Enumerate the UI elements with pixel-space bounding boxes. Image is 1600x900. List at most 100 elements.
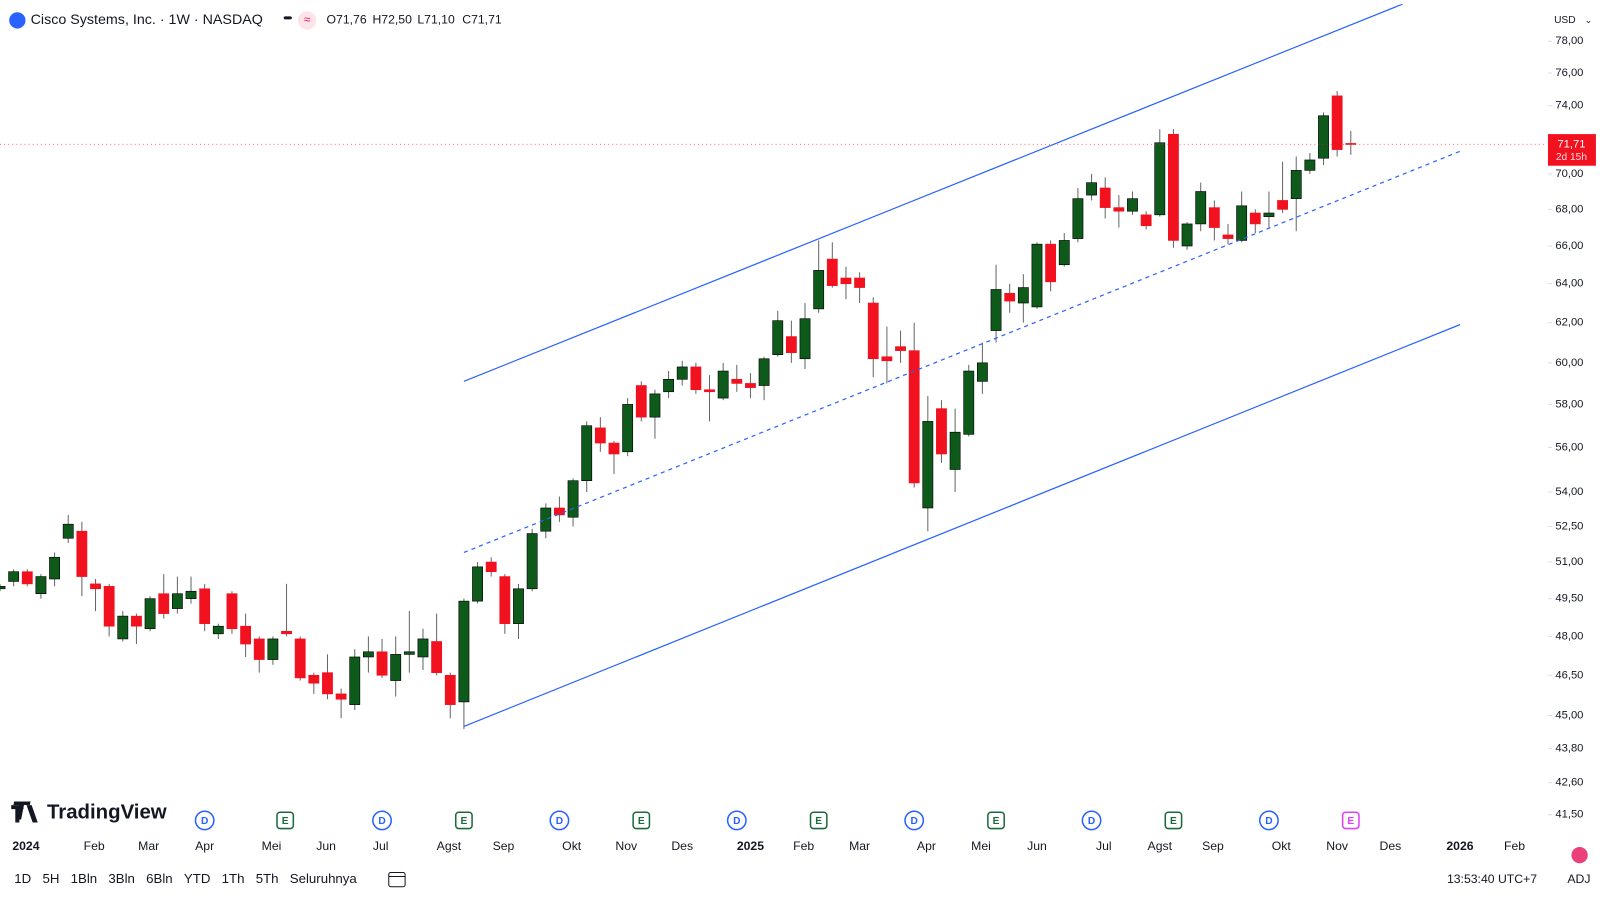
indicator-icon xyxy=(297,11,317,30)
candle-body xyxy=(840,277,852,285)
candle-body xyxy=(1290,170,1302,199)
event-label[interactable]: E xyxy=(1347,816,1354,827)
range-button[interactable]: 1D xyxy=(14,871,31,886)
brain-icon[interactable] xyxy=(1571,846,1588,864)
symbol-icon xyxy=(9,12,26,29)
event-icon xyxy=(372,810,392,831)
event-label[interactable]: D xyxy=(201,816,208,827)
y-tick-label: 62,00 xyxy=(1555,317,1583,329)
candle-body xyxy=(76,530,88,577)
candle-body xyxy=(690,366,702,390)
currency-caret[interactable]: ⌄ xyxy=(1585,15,1593,25)
candle-body xyxy=(1045,243,1057,283)
last-price-label: 71,71 xyxy=(1557,138,1585,150)
x-tick-label: Jun xyxy=(316,839,336,853)
candle-body xyxy=(103,586,115,627)
x-tick-label: Apr xyxy=(195,839,214,853)
candle-body xyxy=(1072,198,1084,239)
candle-body xyxy=(1208,207,1220,228)
event-label[interactable]: D xyxy=(733,816,740,827)
calendar-icon[interactable] xyxy=(388,871,406,888)
candle-body xyxy=(526,533,538,590)
y-tick-label: 64,00 xyxy=(1555,278,1583,290)
y-tick-label: 41,50 xyxy=(1555,809,1583,821)
event-label[interactable]: D xyxy=(1088,816,1095,827)
candle-body xyxy=(895,346,906,351)
event-label[interactable]: D xyxy=(378,816,385,827)
x-tick-label: Feb xyxy=(1504,839,1525,853)
adj-toggle[interactable]: ADJ xyxy=(1567,872,1590,886)
candle-body xyxy=(990,289,1002,331)
event-icon xyxy=(1341,811,1360,830)
candle-body xyxy=(745,383,756,388)
clock: 13:53:40 UTC+7 xyxy=(1447,872,1537,886)
candle-body xyxy=(431,641,443,673)
event-label[interactable]: E xyxy=(461,816,468,827)
y-tick-label: 51,00 xyxy=(1555,556,1583,568)
candle-body xyxy=(663,378,674,393)
candle-body xyxy=(1031,243,1043,308)
range-button[interactable]: 5H xyxy=(42,871,59,886)
channel-line xyxy=(463,4,1403,382)
candle-body xyxy=(1222,234,1234,239)
candle-body xyxy=(567,480,579,518)
candle-body xyxy=(1017,287,1029,304)
symbol-title[interactable]: Cisco Systems, Inc. · 1W · NASDAQ xyxy=(31,12,263,28)
event-label[interactable]: E xyxy=(1170,816,1177,827)
y-tick-label: 76,00 xyxy=(1555,67,1583,79)
event-label[interactable]: D xyxy=(556,816,563,827)
candle-body xyxy=(1249,212,1261,225)
event-label[interactable]: E xyxy=(638,816,645,827)
currency[interactable]: USD xyxy=(1554,15,1576,26)
event-label[interactable]: E xyxy=(282,816,289,827)
candle-body xyxy=(226,593,238,630)
range-button[interactable]: Seluruhnya xyxy=(290,871,358,886)
candle-body xyxy=(554,507,565,516)
event-icon xyxy=(904,810,925,831)
range-button[interactable]: 6Bln xyxy=(146,871,173,886)
y-tick-label: 74,00 xyxy=(1555,100,1583,112)
candle-body xyxy=(649,393,661,418)
candle-body xyxy=(936,408,947,455)
candle-body xyxy=(485,561,497,573)
range-button[interactable]: 1Bln xyxy=(71,871,98,886)
x-tick-label: Des xyxy=(1379,839,1401,853)
candle-body xyxy=(499,576,511,624)
range-button[interactable]: 1Th xyxy=(222,871,245,886)
event-label[interactable]: D xyxy=(1265,816,1272,827)
event-icon xyxy=(987,811,1005,830)
range-button[interactable]: YTD xyxy=(184,871,211,886)
candle-body xyxy=(185,590,197,599)
range-button[interactable]: 3Bln xyxy=(108,871,135,886)
axes: 78,00 76,00 74,00 70,00 68,00 66,00 64,00 62,00… xyxy=(12,35,1596,853)
candle-body xyxy=(922,421,934,509)
event-label[interactable]: E xyxy=(815,816,822,827)
candle-body xyxy=(376,651,388,676)
range-bar: 1D 5H 1Bln 3Bln 6Bln YTD 1Th 5Th Seluruhnya xyxy=(14,871,357,886)
x-tick-label: Sep xyxy=(493,839,515,853)
y-tick-label: 66,00 xyxy=(1555,240,1583,252)
logo-icon xyxy=(11,805,38,823)
x-tick-label: Sep xyxy=(1202,839,1224,853)
event-icon xyxy=(1164,811,1183,830)
candle-body xyxy=(144,598,156,630)
event-icon xyxy=(632,811,651,830)
event-label[interactable]: E xyxy=(993,816,1000,827)
y-tick-label: 56,00 xyxy=(1555,441,1583,453)
candle-body xyxy=(949,431,961,470)
x-tick-label: Apr xyxy=(917,839,936,853)
event-label[interactable]: D xyxy=(910,816,917,827)
candle-body xyxy=(1263,212,1275,217)
status-dot xyxy=(283,16,292,20)
candle-body xyxy=(881,356,893,362)
y-tick-label: 78,00 xyxy=(1555,35,1583,47)
x-tick-label: Des xyxy=(671,839,693,853)
candle-body xyxy=(322,672,333,695)
candle-body xyxy=(513,588,524,624)
candle-body xyxy=(704,389,715,393)
y-tick-label: 52,50 xyxy=(1555,520,1583,532)
range-button[interactable]: 5Th xyxy=(256,871,279,886)
event-icon xyxy=(1258,810,1279,831)
